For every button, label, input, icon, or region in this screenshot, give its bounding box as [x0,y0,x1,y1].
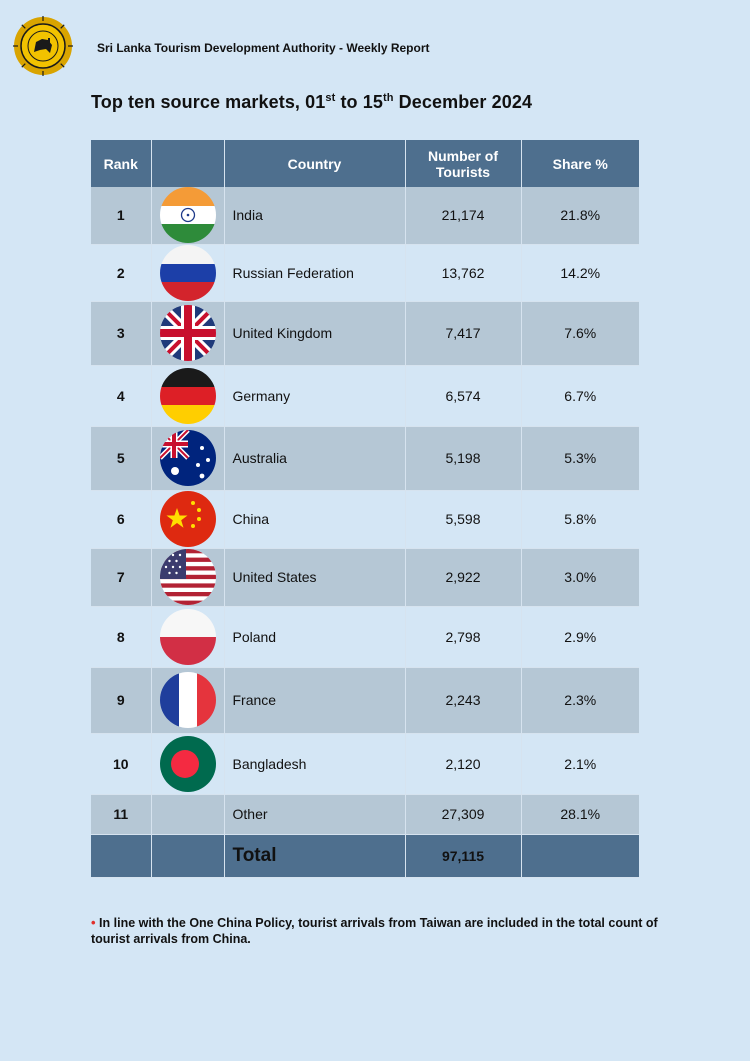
column-header-country: Country [224,140,406,187]
share-cell: 2.9% [521,606,639,668]
country-cell: Germany [224,365,406,427]
table-row: 2 Russian Federation 13,762 14.2% [91,244,639,302]
rank-cell: 7 [91,548,152,607]
bangladesh-flag-icon [159,735,216,792]
title-part: December 2024 [393,92,533,112]
tourists-cell: 2,798 [405,606,522,668]
column-header-flag [151,140,225,187]
tourists-cell: 7,417 [405,301,522,366]
bullet-icon: • [91,915,96,930]
column-header-share: Share % [521,140,639,187]
share-cell: 2.3% [521,667,639,734]
table-row: 4 Germany 6,574 6.7% [91,365,639,427]
poland-flag-icon [159,608,216,665]
rank-cell: 1 [91,187,152,245]
table-row: 8 Poland 2,798 2.9% [91,606,639,668]
title-superscript: th [382,92,394,104]
rank-cell: 10 [91,733,152,795]
tourists-cell: 5,198 [405,426,522,491]
title-part: Top ten source markets, 01 [91,92,326,112]
country-cell: France [224,667,406,734]
column-header-rank: Rank [91,140,152,187]
table-row: 1 India 21,174 21.8% [91,187,639,245]
france-flag-icon [159,672,216,728]
table-row: 3 United Kingdom 7,417 7.6% [91,301,639,366]
table-row: 6 China 5,598 5.8% [91,490,639,549]
table-row: 10 Bangladesh 2,120 2.1% [91,733,639,795]
rank-cell: 11 [91,794,152,835]
australia-flag-icon [159,430,216,486]
tourists-cell: 5,598 [405,490,522,549]
title-superscript: st [325,92,336,104]
organization-header: Sri Lanka Tourism Development Authority … [97,41,430,55]
rank-cell: 8 [91,606,152,668]
rank-cell: 4 [91,365,152,427]
table-header-row: Rank Country Number of Tourists Share % [91,140,639,187]
total-row: Total 97,115 [91,834,639,878]
rank-cell: 9 [91,667,152,734]
total-tourists: 97,115 [405,834,522,878]
country-cell: United Kingdom [224,301,406,366]
usa-flag-icon [159,549,216,605]
share-cell: 3.0% [521,548,639,607]
uk-flag-icon [159,305,216,361]
report-title: Top ten source markets, 01st to 15th Dec… [91,92,532,113]
share-cell: 6.7% [521,365,639,427]
country-cell: Bangladesh [224,733,406,795]
total-label: Total [224,834,406,878]
sltda-logo [12,15,74,77]
country-cell: Poland [224,606,406,668]
footnote: • In line with the One China Policy, tou… [91,915,681,947]
country-cell: Other [224,794,406,835]
tourists-cell: 2,922 [405,548,522,607]
tourists-cell: 27,309 [405,794,522,835]
table-row: 11 Other 27,309 28.1% [91,794,639,835]
country-cell: Russian Federation [224,244,406,302]
rank-cell: 2 [91,244,152,302]
rank-cell: 3 [91,301,152,366]
share-cell: 2.1% [521,733,639,795]
share-cell: 28.1% [521,794,639,835]
tourists-cell: 6,574 [405,365,522,427]
rank-cell: 6 [91,490,152,549]
tourists-cell: 13,762 [405,244,522,302]
share-cell: 7.6% [521,301,639,366]
russia-flag-icon [159,244,216,301]
country-cell: India [224,187,406,245]
table-row: 5 Australia 5,198 5.3% [91,426,639,491]
share-cell: 5.3% [521,426,639,491]
source-markets-table: Rank Country Number of Tourists Share % … [91,140,639,878]
china-flag-icon [159,491,216,547]
germany-flag-icon [159,367,216,424]
share-cell: 5.8% [521,490,639,549]
country-cell: China [224,490,406,549]
country-cell: United States [224,548,406,607]
rank-cell: 5 [91,426,152,491]
india-flag-icon [159,187,216,244]
tourists-cell: 2,243 [405,667,522,734]
tourists-cell: 21,174 [405,187,522,245]
column-header-tourists: Number of Tourists [405,140,522,187]
tourists-cell: 2,120 [405,733,522,795]
share-cell: 14.2% [521,244,639,302]
footnote-text: In line with the One China Policy, touri… [91,916,658,946]
table-row: 7 United States 2,922 3.0% [91,548,639,607]
share-cell: 21.8% [521,187,639,245]
title-part: to 15 [335,92,383,112]
table-row: 9 France 2,243 2.3% [91,667,639,734]
country-cell: Australia [224,426,406,491]
